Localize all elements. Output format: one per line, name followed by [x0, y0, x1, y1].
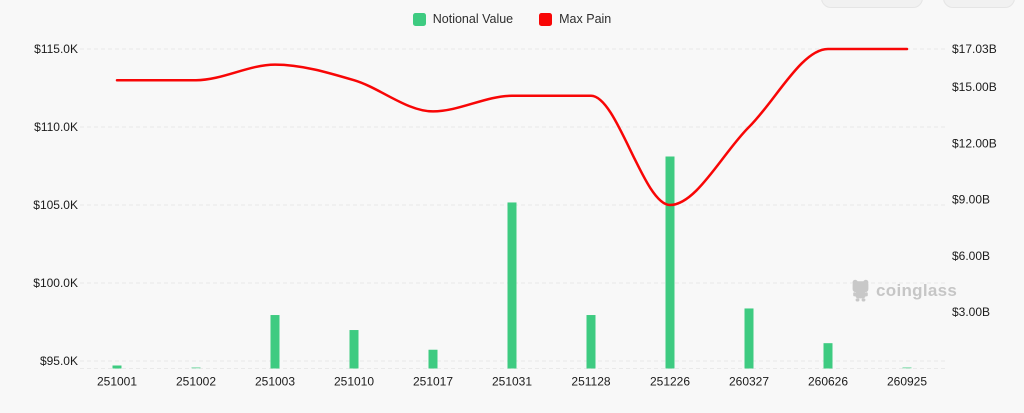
bar-251226[interactable]	[665, 156, 675, 369]
bar-251010[interactable]	[349, 330, 359, 369]
axis-tick-label: $12.00B	[952, 136, 997, 150]
left-axis-labels: $95.0K $100.0K $105.0K $110.0K $115.0K	[33, 42, 78, 368]
axis-tick-label: 251003	[255, 375, 295, 389]
axis-tick-label: 251128	[571, 375, 610, 389]
axis-tick-label: $6.00B	[952, 249, 990, 263]
axis-tick-label: $9.00B	[952, 193, 990, 207]
bar-260626[interactable]	[823, 343, 833, 369]
notional-value-bars	[112, 156, 912, 369]
max-pain-line[interactable]	[115, 47, 909, 207]
axis-tick-label: 260626	[808, 375, 848, 389]
axis-tick-label: 251001	[97, 375, 137, 389]
max-pain-swatch-icon	[539, 13, 553, 26]
bar-251017[interactable]	[428, 349, 438, 369]
x-axis-labels: 251001 251002 251003 251010 251017 251031 2511…	[97, 375, 927, 389]
axis-tick-label: $105.0K	[33, 198, 78, 212]
bar-251031[interactable]	[507, 202, 517, 369]
axis-tick-label: $95.0K	[40, 354, 78, 368]
chart-legend: Notional Value Max Pain	[0, 13, 1024, 26]
axis-tick-label: $3.00B	[952, 305, 990, 319]
notional-value-swatch-icon	[412, 13, 426, 26]
axis-tick-label: $115.0K	[34, 42, 78, 56]
bar-251003[interactable]	[270, 315, 280, 369]
legend-item-notional-value[interactable]: Notional Value	[412, 12, 514, 26]
axis-tick-label: $100.0K	[33, 276, 78, 290]
axis-tick-label: 251002	[176, 375, 216, 389]
axis-tick-label: 260327	[729, 375, 769, 389]
axis-tick-label: 260925	[887, 375, 927, 389]
axis-tick-label: 251226	[650, 375, 690, 389]
bar-251128[interactable]	[586, 315, 596, 369]
bar-251002[interactable]	[191, 366, 201, 369]
axis-tick-label: 251010	[334, 375, 374, 389]
bar-260327[interactable]	[744, 308, 754, 369]
bar-251001[interactable]	[112, 365, 122, 369]
axis-tick-label: 251031	[492, 375, 532, 389]
axis-tick-label: 251017	[413, 375, 453, 389]
right-axis-labels: $3.00B $6.00B $9.00B $12.00B $15.00B $17.03B	[952, 42, 997, 319]
bar-260925[interactable]	[902, 366, 912, 369]
axis-tick-label: $15.00B	[952, 80, 997, 94]
axis-tick-label: $110.0K	[34, 120, 78, 134]
legend-label-notional-value: Notional Value	[432, 12, 514, 26]
legend-item-max-pain[interactable]: Max Pain	[539, 13, 611, 26]
legend-label-max-pain: Max Pain	[559, 12, 612, 26]
axis-tick-label: $17.03B	[952, 42, 997, 56]
